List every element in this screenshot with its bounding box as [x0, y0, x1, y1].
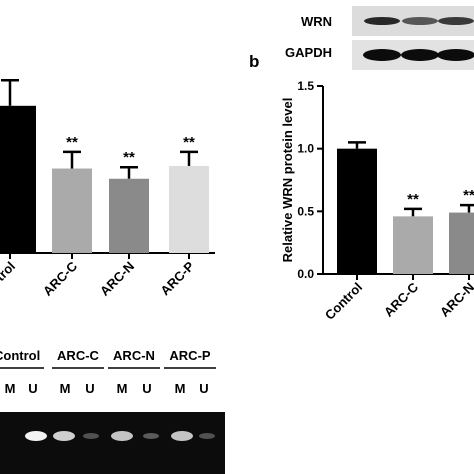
- gel-lane-label: M: [117, 381, 128, 396]
- blot-band-gapdh: [437, 49, 474, 61]
- gel-group-label: ARC-N: [113, 348, 155, 363]
- chart-a-bar: [169, 165, 209, 253]
- gel-band: [25, 431, 47, 441]
- chart-b-bar: [449, 212, 474, 274]
- chart-a-tick-label: ARC-P: [157, 258, 197, 298]
- gel-lane-label: U: [199, 381, 208, 396]
- chart-a-significance: **: [66, 134, 78, 151]
- blot-band-gapdh: [401, 49, 439, 61]
- chart-b-ytick-label: 0.0: [297, 267, 314, 281]
- chart-a-bar: [0, 105, 36, 253]
- chart-b-ytick-label: 0.5: [297, 204, 314, 218]
- gel-group-label: ARC-C: [57, 348, 99, 363]
- chart-a-tick-label: ARC-C: [40, 258, 81, 299]
- chart-b-tick-label: ARC-N: [437, 280, 474, 320]
- chart-a-tick-label: ARC-N: [97, 259, 137, 299]
- chart-a-bar: [109, 178, 149, 253]
- blot-band-wrn: [402, 17, 438, 25]
- gel-image: [0, 412, 225, 474]
- chart-b-significance: **: [407, 191, 419, 208]
- chart-a: ** ** ** trol ARC-C ARC-N ARC-P: [0, 78, 215, 299]
- chart-b-y-axis-label: Relative WRN protein level: [280, 98, 295, 263]
- chart-a-significance: **: [183, 134, 195, 151]
- gel-band: [143, 433, 159, 439]
- chart-b-tick-label: Control: [322, 280, 365, 323]
- panel-b-label: b: [249, 52, 259, 71]
- western-blot: WRN GAPDH: [285, 6, 474, 70]
- chart-b-bar: [337, 148, 377, 274]
- chart-a-significance: **: [123, 149, 135, 166]
- chart-a-bar: [52, 168, 92, 253]
- gel-lane-label: U: [85, 381, 94, 396]
- gel-lane-label: M: [175, 381, 186, 396]
- chart-b-ytick-label: 1.0: [297, 142, 314, 156]
- blot-band-wrn: [364, 17, 400, 25]
- blot-band-wrn: [438, 17, 474, 25]
- gel-band: [83, 433, 99, 439]
- blot-label-gapdh: GAPDH: [285, 45, 332, 60]
- chart-b-tick-label: ARC-C: [381, 279, 422, 320]
- gel-lane-label: U: [142, 381, 151, 396]
- blot-label-wrn: WRN: [301, 14, 332, 29]
- chart-b: Relative WRN protein level 0.00.51.01.5 …: [280, 79, 474, 323]
- gel-lane-label: U: [28, 381, 37, 396]
- chart-a-tick-label: trol: [0, 259, 18, 284]
- gel-band: [53, 431, 75, 441]
- blot-band-gapdh: [363, 49, 401, 61]
- gel-band: [199, 433, 215, 439]
- chart-b-ytick-label: 1.5: [297, 79, 314, 93]
- gel-lane-label: M: [60, 381, 71, 396]
- gel-group-label: Control: [0, 348, 40, 363]
- gel-group-label: ARC-P: [169, 348, 210, 363]
- gel-band: [171, 431, 193, 441]
- chart-b-significance: **: [463, 187, 474, 204]
- chart-b-bar: [393, 216, 433, 274]
- gel-band: [111, 431, 133, 441]
- gel-lane-label: M: [5, 381, 16, 396]
